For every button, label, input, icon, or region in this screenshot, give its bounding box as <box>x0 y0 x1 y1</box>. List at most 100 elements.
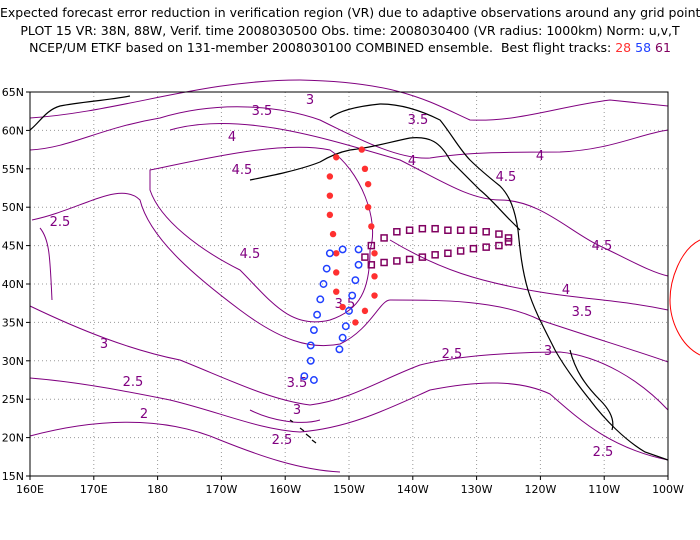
title-line-3: NCEP/UM ETKF based on 131-member 2008030… <box>0 39 700 57</box>
track-28-point <box>364 180 372 188</box>
baja-california <box>569 349 614 431</box>
track-28-point <box>329 230 337 238</box>
track-61-point <box>405 226 414 234</box>
chart-title: Expected forecast error reduction in ver… <box>0 4 700 57</box>
contour-label: 4 <box>562 283 570 298</box>
contour-label: 4.5 <box>496 170 517 185</box>
track-61-point <box>405 255 414 264</box>
contour-label: 4 <box>536 149 544 164</box>
track-58-point <box>309 326 318 335</box>
lon-tick-label: 110W <box>588 483 620 496</box>
track-28-point <box>339 303 346 311</box>
track-28-point <box>352 319 359 326</box>
track-28-point <box>326 211 334 219</box>
lat-tick-label: 45N <box>2 240 24 253</box>
track-61-legend: 61 <box>655 40 671 55</box>
track-58-point <box>335 345 344 354</box>
track-28-point <box>333 269 340 276</box>
lon-tick-label: 120W <box>524 483 556 496</box>
contour-west <box>39 227 53 301</box>
track-61-point <box>431 224 439 233</box>
track-28-point <box>333 288 340 295</box>
alaska-coast <box>29 95 521 231</box>
contour-4-5-ring <box>169 122 669 277</box>
track-58-point <box>338 333 347 342</box>
track-28-legend: 28 <box>615 40 632 55</box>
track-58-point <box>306 341 315 350</box>
track-58-point <box>319 280 328 288</box>
track-28-point <box>358 146 365 153</box>
track-28-point <box>368 223 375 230</box>
track-61-point <box>504 234 513 242</box>
contour-label: 3.5 <box>287 376 308 391</box>
contour-label: 3 <box>544 344 552 359</box>
lon-tick-label: 160W <box>269 483 301 496</box>
track-58-legend: 58 <box>635 40 652 55</box>
contour-3-mid <box>29 305 669 411</box>
track-61-point <box>367 241 376 250</box>
track-58-point <box>316 295 325 304</box>
track-58-point <box>306 356 315 365</box>
track-61-point <box>380 234 388 242</box>
verification-region-circle <box>669 239 700 356</box>
contour-label: 3 <box>306 93 314 108</box>
track-61-point <box>393 228 401 236</box>
track-61-point <box>456 247 465 255</box>
lon-tick-label: 100W <box>652 483 684 496</box>
flight-tracks <box>300 146 513 384</box>
track-61-point <box>495 230 503 238</box>
lon-tick-label: 170W <box>205 483 237 496</box>
coastlines <box>29 95 669 461</box>
track-58-point <box>348 291 357 300</box>
track-61-point <box>495 241 503 250</box>
lat-tick-label: 25N <box>2 393 24 406</box>
contour-4-north <box>29 106 669 159</box>
lon-tick-label: 170E <box>80 483 108 496</box>
lat-tick-label: 15N <box>2 470 24 483</box>
contour-label: 3 <box>100 337 108 352</box>
track-28-point <box>371 273 378 280</box>
track-61-point <box>361 253 369 261</box>
track-28-point <box>371 292 378 299</box>
lon-tick-label: 150W <box>333 483 365 496</box>
lat-tick-label: 50N <box>2 201 24 214</box>
track-28-point <box>326 192 334 199</box>
title-line-1: Expected forecast error reduction in ver… <box>0 5 700 20</box>
hawaii-islands <box>289 419 317 444</box>
track-61-point <box>431 251 439 259</box>
title-line-3-prefix: NCEP/UM ETKF based on 131-member 2008030… <box>29 40 612 55</box>
track-28-point <box>371 250 378 257</box>
contour-4-east <box>389 239 669 311</box>
track-61-point <box>444 226 452 234</box>
lon-tick-label: 180 <box>147 483 168 496</box>
track-28-point <box>326 173 334 180</box>
track-61-point <box>456 226 465 234</box>
track-58-point <box>325 249 334 258</box>
track-58-point <box>354 245 363 254</box>
track-61-point <box>482 228 490 236</box>
lon-tick-label: 130W <box>461 483 493 496</box>
lat-tick-label: 35N <box>2 316 24 329</box>
track-58-point <box>322 264 331 273</box>
track-58-point <box>354 260 363 269</box>
contour-label: 4 <box>228 130 236 145</box>
contour-lines <box>29 79 669 473</box>
track-58-point <box>300 372 309 381</box>
contour-label: 4.5 <box>592 239 613 254</box>
contour-label: 2.5 <box>50 215 71 230</box>
lat-tick-label: 30N <box>2 355 24 368</box>
track-61-point <box>469 244 478 253</box>
track-58-point <box>338 245 347 254</box>
contour-labels: 3.533.544 44.5 4.54.54.543.53.53 32.52.52.5… <box>50 93 614 460</box>
track-28-point <box>333 154 340 161</box>
contour-2-south <box>29 421 341 473</box>
track-61-point <box>418 224 427 233</box>
north-america-west-coast <box>329 103 669 461</box>
contour-label: 3.5 <box>408 113 429 128</box>
track-61-point <box>482 243 490 251</box>
contour-label: 2.5 <box>272 433 293 448</box>
track-28-point <box>361 307 369 315</box>
contour-label: 3.5 <box>252 104 273 119</box>
track-61-point <box>444 249 452 258</box>
